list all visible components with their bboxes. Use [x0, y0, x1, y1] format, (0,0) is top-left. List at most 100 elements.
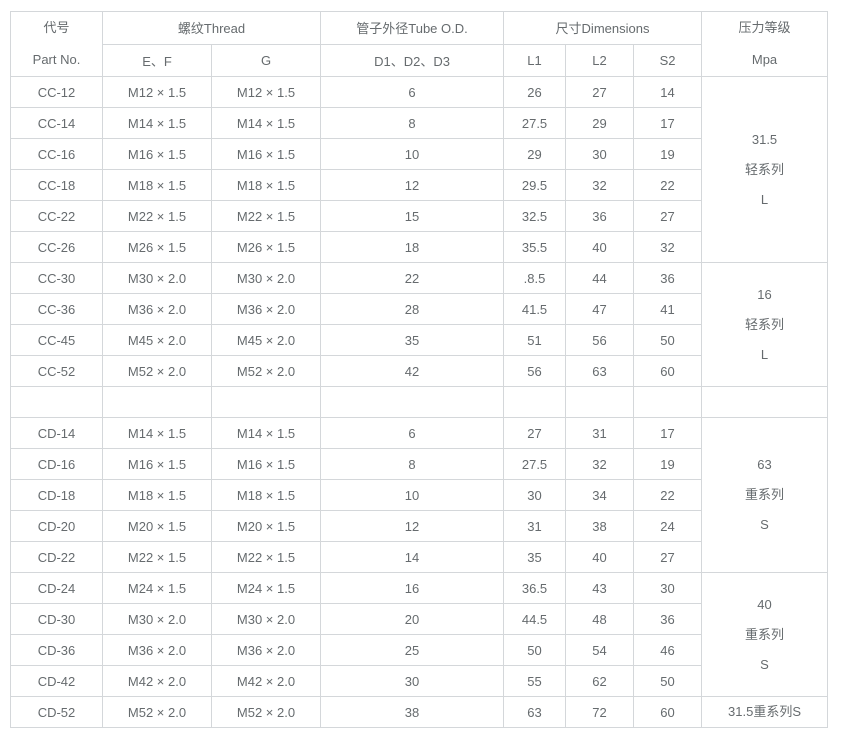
table-cell: M12 × 1.5 [210, 76, 322, 108]
table-cell: 36 [633, 603, 703, 635]
table-cell: M18 × 1.5 [102, 169, 212, 201]
table-cell: 32 [565, 448, 635, 480]
table-cell: CD-22 [10, 541, 103, 573]
table-cell: CC-22 [10, 200, 103, 232]
header-tube-od-group: 管子外径Tube O.D. [320, 11, 505, 45]
table-cell: M14 × 1.5 [210, 417, 322, 449]
table-cell: 36.5 [503, 572, 567, 604]
table-cell: 38 [320, 696, 505, 728]
table-cell: CC-16 [10, 138, 103, 170]
table-cell: 44.5 [503, 603, 567, 635]
table-cell: CD-16 [10, 448, 103, 480]
table-cell: M52 × 2.0 [210, 696, 322, 728]
table-cell [102, 386, 212, 418]
table-cell: 10 [320, 479, 505, 511]
table-cell: 6 [320, 76, 505, 108]
table-cell: 8 [320, 448, 505, 480]
table-cell: 27 [633, 200, 703, 232]
table-row: CC-26 M26 × 1.5 M26 × 1.5 18 35.5 40 32 [10, 231, 828, 263]
table-cell: 32.5 [503, 200, 567, 232]
table-cell: 35 [503, 541, 567, 573]
table-cell: 51 [503, 324, 567, 356]
table-row: CC-14 M14 × 1.5 M14 × 1.5 8 27.5 29 17 [10, 107, 828, 139]
table-cell: 35.5 [503, 231, 567, 263]
table-cell: 26 [503, 76, 567, 108]
table-cell: 50 [633, 324, 703, 356]
table-cell [320, 386, 505, 418]
table-row: CD-14 M14 × 1.5 M14 × 1.5 6 27 31 17 63 重系列 S [10, 417, 829, 573]
table-cell: M24 × 1.5 [210, 572, 322, 604]
table-cell: 34 [565, 479, 635, 511]
table-cell: M42 × 2.0 [210, 665, 322, 697]
table-cell: CC-45 [10, 324, 103, 356]
table-cell: M26 × 1.5 [102, 231, 212, 263]
header-thread-g: G [210, 43, 322, 77]
table-cell: 29 [565, 107, 635, 139]
pressure-line: 重系列 [745, 487, 785, 502]
pressure-line: 16 [757, 286, 772, 302]
table-cell: 50 [503, 634, 567, 666]
table-cell: 35 [320, 324, 505, 356]
table-cell: 56 [565, 324, 635, 356]
table-cell: 31 [503, 510, 567, 542]
table-cell: 30 [633, 572, 703, 604]
table-cell: M30 × 2.0 [210, 262, 322, 294]
pressure-cell: 31.5 轻系列 L [701, 76, 829, 263]
table-cell: 22 [633, 169, 703, 201]
table-cell: 14 [320, 541, 505, 573]
table-cell: 12 [320, 169, 505, 201]
spec-table: 代号 Part No. 螺纹Thread 管子外径Tube O.D. 尺寸Dim… [10, 11, 829, 728]
table-cell: CC-12 [10, 76, 103, 108]
table-cell: 30 [320, 665, 505, 697]
header-part-no-cn: 代号 [43, 20, 70, 35]
table-cell: 36 [633, 262, 703, 294]
header-dim-l2: L2 [565, 43, 635, 77]
table-cell: CD-42 [10, 665, 103, 697]
header-pressure-unit: Mpa [751, 52, 778, 67]
table-row: CD-42 M42 × 2.0 M42 × 2.0 30 55 62 50 [10, 665, 828, 697]
table-row: CD-24 M24 × 1.5 M24 × 1.5 16 36.5 43 30 40 重系列 S [10, 572, 829, 697]
table-cell: M26 × 1.5 [210, 231, 322, 263]
pressure-line: 重系列 [745, 626, 785, 642]
table-cell: M14 × 1.5 [102, 417, 212, 449]
table-cell: CC-30 [10, 262, 103, 294]
table-cell: 22 [320, 262, 505, 294]
table-cell: M12 × 1.5 [102, 76, 212, 108]
pressure-line: L [760, 346, 769, 362]
pressure-line: S [760, 517, 769, 532]
table-cell: M42 × 2.0 [102, 665, 212, 697]
table-cell: M52 × 2.0 [102, 355, 212, 387]
header-dim-s2: S2 [633, 43, 703, 77]
table-cell: M14 × 1.5 [102, 107, 212, 139]
table-cell: 12 [320, 510, 505, 542]
header-dimensions-group: 尺寸Dimensions [503, 11, 703, 45]
table-cell: M20 × 1.5 [102, 510, 212, 542]
table-cell [10, 386, 103, 418]
table-cell: 60 [633, 355, 703, 387]
table-cell: M52 × 2.0 [102, 696, 212, 728]
table-cell: CC-52 [10, 355, 103, 387]
table-cell: 56 [503, 355, 567, 387]
pressure-cell [701, 386, 829, 418]
pressure-line: 31.5 [751, 131, 778, 147]
table-cell: CD-52 [10, 696, 103, 728]
table-cell: 17 [633, 417, 703, 449]
pressure-line: 轻系列 [745, 316, 785, 332]
table-row: CC-45 M45 × 2.0 M45 × 2.0 35 51 56 50 [10, 324, 828, 356]
table-cell: M18 × 1.5 [102, 479, 212, 511]
table-row: CD-52 M52 × 2.0 M52 × 2.0 38 63 72 60 31.5重系列S [10, 696, 829, 728]
table-cell: M20 × 1.5 [210, 510, 322, 542]
table-cell: 27.5 [503, 448, 567, 480]
table-row: CC-30 M30 × 2.0 M30 × 2.0 22.8.5 44 36 16 轻系列 L [10, 262, 829, 387]
table-cell: 43 [565, 572, 635, 604]
table-row [10, 386, 829, 418]
table-cell: 32 [565, 169, 635, 201]
table-cell: 17 [633, 107, 703, 139]
table-cell: 44 [565, 262, 635, 294]
header-pressure: 压力等级 Mpa [701, 11, 829, 77]
table-cell: 19 [633, 448, 703, 480]
table-cell: 27 [565, 76, 635, 108]
table-cell: M30 × 2.0 [102, 262, 212, 294]
table-cell [565, 386, 635, 418]
